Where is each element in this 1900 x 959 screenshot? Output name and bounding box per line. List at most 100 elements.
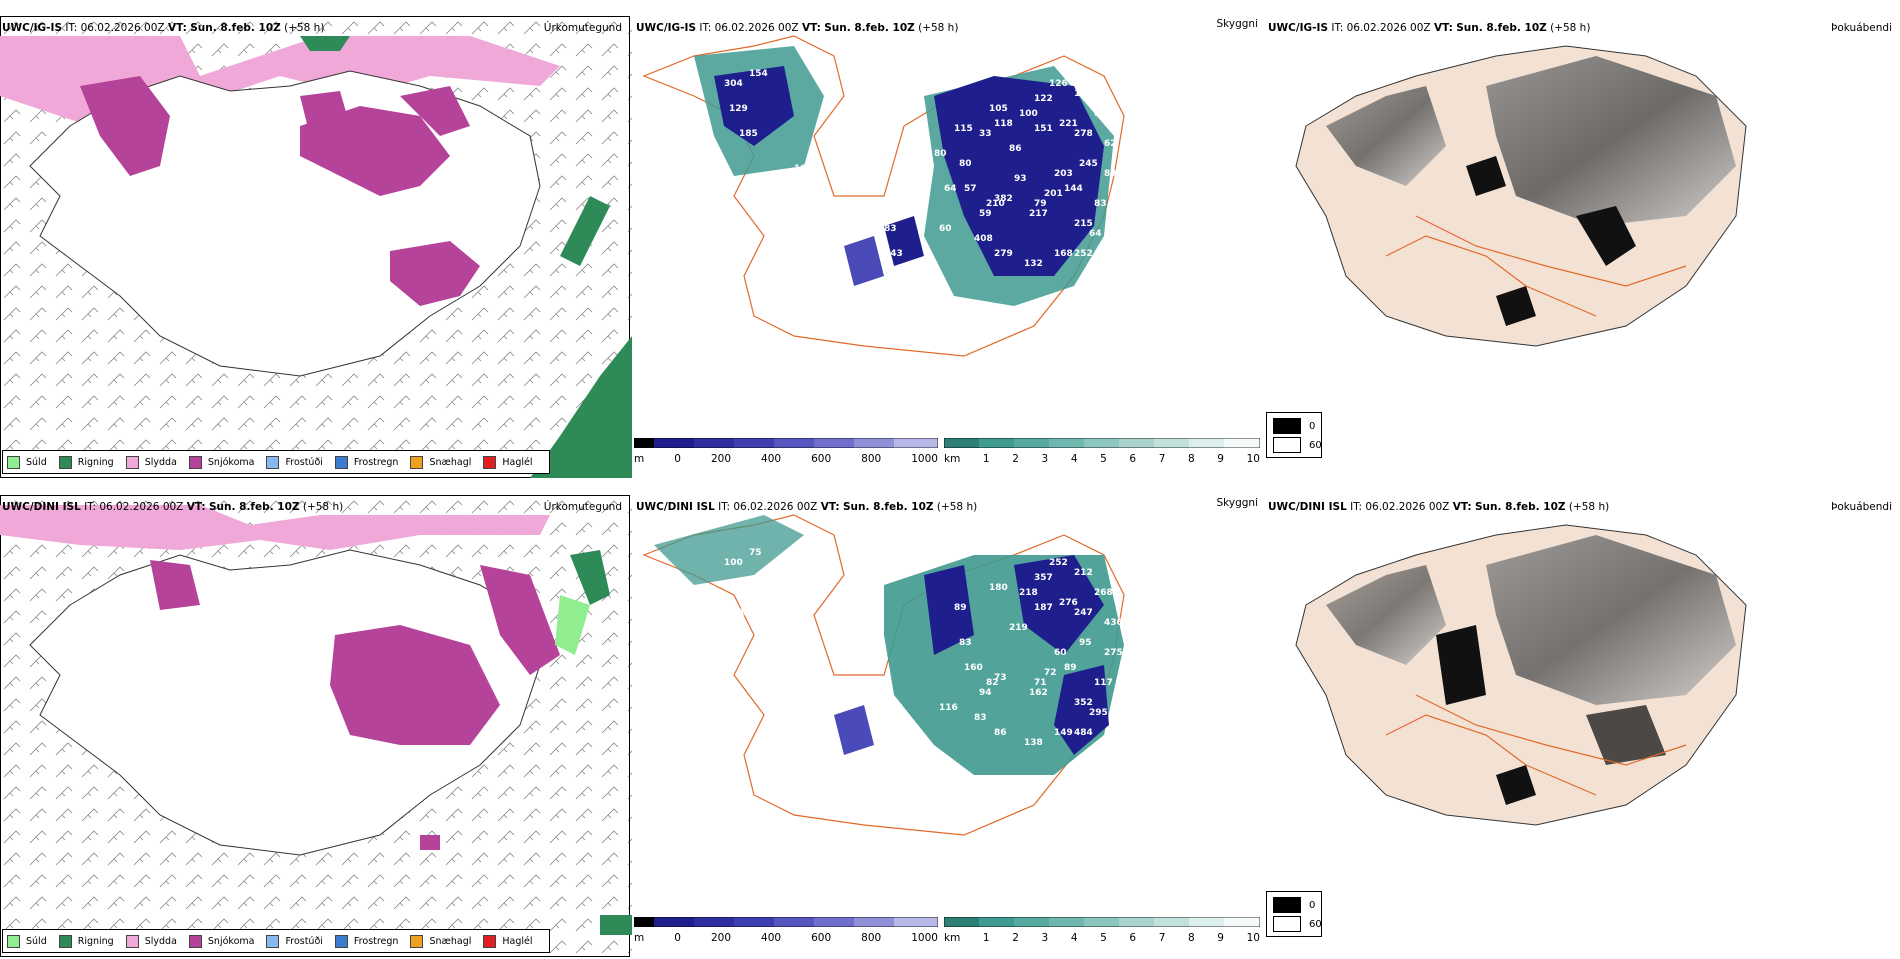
fog-area: [1436, 625, 1486, 705]
panel-title: UWC/DINI ISL IT: 06.02.2026 00Z VT: Sun.…: [2, 501, 344, 513]
iceland-precip-map: [0, 495, 632, 957]
km-colorbar-svg: [943, 437, 1261, 449]
legend-item-freezing-rain: Frostregn: [334, 934, 398, 948]
visibility-value-label: 60: [1054, 648, 1067, 658]
km-colorbar-ticks: km 1 2 3 4 5 6 7 8 9 10: [944, 453, 1260, 465]
visibility-value-label: 122: [1034, 94, 1053, 104]
visibility-value-label: 268: [1094, 588, 1113, 598]
snow-area: [480, 565, 560, 675]
visibility-value-label: 80: [959, 159, 972, 169]
legend-item-snow-grains: Snæhagl: [410, 455, 471, 469]
visibility-m-colorbar: m 0 200 400 600 800 1000: [634, 437, 939, 465]
swatch: [266, 455, 280, 469]
visibility-value-label: 162: [1029, 688, 1048, 698]
fog-legend-max: 0: [1273, 418, 1315, 434]
swatch: [188, 934, 202, 948]
km-colorbar-svg: [943, 916, 1261, 928]
m-colorbar-svg: [634, 437, 939, 449]
visibility-area: [1054, 665, 1109, 755]
visibility-value-label: 80: [934, 149, 947, 159]
visibility-area: [714, 66, 794, 146]
visibility-value-label: 357: [1034, 573, 1053, 583]
swatch: [58, 455, 72, 469]
iceland-outline: [29, 549, 541, 856]
precip-legend: Súld Rigning Slydda Snjókoma Frostúði Fr…: [2, 929, 550, 953]
rain-area: [560, 196, 610, 266]
visibility-value-label: 116: [939, 703, 958, 713]
snow-area: [390, 241, 480, 306]
rain-area: [530, 336, 632, 478]
swatch: [1273, 418, 1301, 434]
visibility-value-label: 151: [1034, 124, 1053, 134]
legend-item-snow: Snjókoma: [188, 934, 254, 948]
legend-item-snow: Snjókoma: [188, 455, 254, 469]
m-colorbar-ticks: m 0 200 400 600 800 1000: [634, 932, 938, 944]
visibility-value-label: 95: [1079, 638, 1092, 648]
visibility-value-label: 71: [1034, 678, 1047, 688]
visibility-value-label: 218: [1019, 588, 1038, 598]
visibility-value-label: 89: [1064, 663, 1077, 673]
visibility-value-label: 64: [944, 184, 957, 194]
visibility-value-label: 83: [1094, 199, 1107, 209]
visibility-value-label: 94: [979, 688, 992, 698]
visibility-area: [934, 76, 1104, 276]
visibility-value-label: 203: [1054, 169, 1073, 179]
visibility-value-label: 129: [729, 104, 748, 114]
swatch: [483, 455, 497, 469]
fog-legend: 0 60: [1266, 412, 1322, 458]
visibility-value-label: 212: [1074, 568, 1093, 578]
visibility-value-label: 126: [1049, 79, 1068, 89]
legend-item-sleet: Slydda: [125, 934, 177, 948]
visibility-value-label: 52: [884, 728, 897, 738]
visibility-value-label: 118: [994, 119, 1013, 129]
visibility-value-label: 168: [1054, 249, 1073, 259]
iceland-fog-map: [1295, 45, 1747, 347]
rain-area: [300, 36, 350, 51]
visibility-value-label: 132: [1024, 259, 1043, 269]
fog-area: [1496, 286, 1536, 326]
swatch: [7, 455, 20, 469]
visibility-value-label: 201: [1044, 189, 1063, 199]
visibility-value-label: 352: [1074, 698, 1093, 708]
visibility-value-label: 96: [764, 174, 777, 184]
visibility-value-label: 72: [1044, 668, 1057, 678]
fog-legend-min: 60: [1273, 916, 1322, 932]
visibility-value-label: 82: [986, 678, 999, 688]
visibility-m-colorbar: m 0 200 400 600 800 1000: [634, 916, 939, 944]
road: [1385, 235, 1597, 317]
visibility-value-label: 138: [1024, 738, 1043, 748]
visibility-value-label: 215: [1074, 219, 1093, 229]
precip-type-map-igis: UWC/IG-IS IT: 06.02.2026 00Z VT: Sun. 8.…: [0, 16, 632, 480]
visibility-value-label: 89: [794, 643, 807, 653]
field-name: Úrkomutegund: [543, 501, 622, 513]
visibility-value-label: 100: [794, 164, 813, 174]
iceland-precip-map: [0, 16, 632, 478]
visibility-value-label: 83: [884, 224, 897, 234]
visibility-value-label: 278: [1074, 129, 1093, 139]
visibility-value-label: 408: [974, 234, 993, 244]
visibility-value-label: 275: [1104, 648, 1123, 658]
fog-area: [1496, 765, 1536, 805]
visibility-value-label: 144: [1064, 184, 1083, 194]
panel-title: UWC/IG-IS IT: 06.02.2026 00Z VT: Sun. 8.…: [2, 22, 325, 34]
visibility-value-label: 245: [1079, 159, 1098, 169]
visibility-value-label: 79: [1034, 199, 1047, 209]
field-name: Úrkomutegund: [543, 22, 622, 34]
legend-item-drizzle: Súld: [7, 455, 47, 469]
precip-type-map-dini: UWC/DINI ISL IT: 06.02.2026 00Z VT: Sun.…: [0, 495, 632, 959]
road: [1415, 215, 1687, 287]
swatch: [410, 455, 424, 469]
visibility-value-label: 93: [1014, 174, 1027, 184]
swatch: [334, 934, 348, 948]
visibility-value-label: 382: [994, 194, 1013, 204]
visibility-value-label: 185: [739, 129, 758, 139]
visibility-value-label: 88: [1094, 109, 1107, 119]
fog-index-map-igis: UWC/IG-IS IT: 06.02.2026 00Z VT: Sun. 8.…: [1266, 16, 1896, 480]
visibility-value-label: 252: [1049, 558, 1068, 568]
road: [1385, 714, 1597, 796]
snow-area: [80, 76, 170, 176]
visibility-km-colorbar: km 1 2 3 4 5 6 7 8 9 10: [943, 916, 1261, 944]
legend-item-freezing-drizzle: Frostúði: [266, 455, 323, 469]
